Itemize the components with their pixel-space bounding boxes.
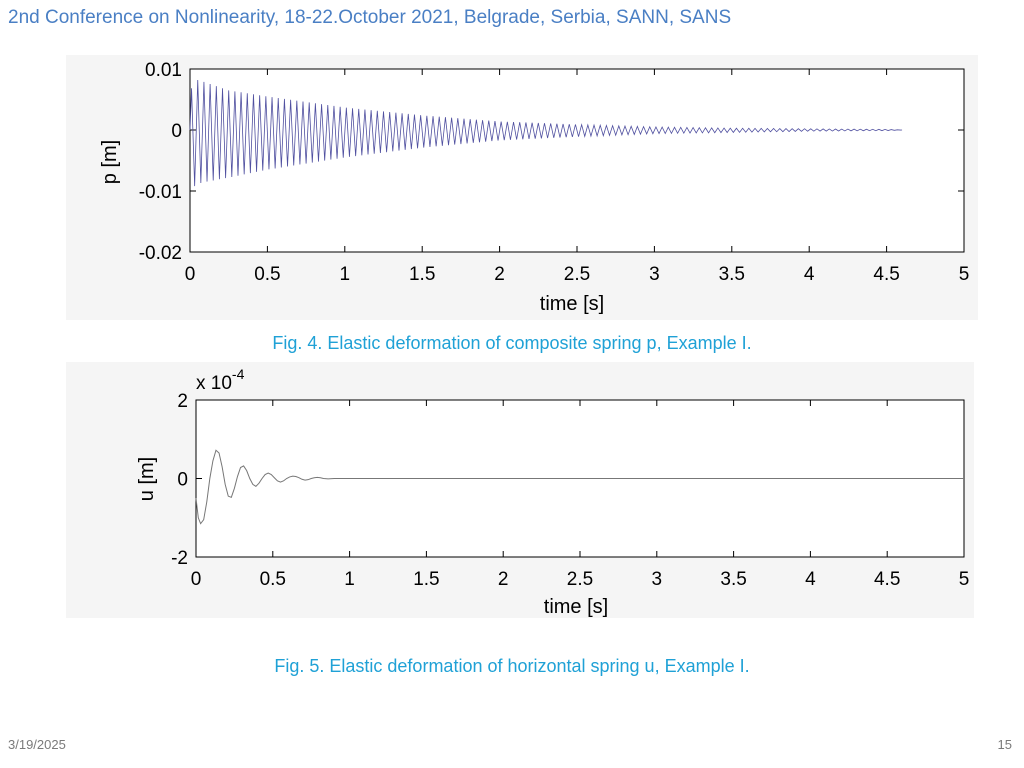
chart-u-x-ticks: 0 0.5 1 1.5 2 2.5 3 3.5 4 4.5 5 (191, 400, 970, 590)
chart-p-x-tick-label: 2 (494, 264, 505, 285)
chart-u-y-tick-label: 0 (177, 470, 188, 491)
chart-u-x-tick-label: 1.5 (413, 569, 439, 590)
chart-u-x-tick-label: 4.5 (874, 569, 900, 590)
chart-p-series-line (189, 79, 903, 187)
page-number: 15 (997, 737, 1012, 752)
chart-p-y-tick-label: 0 (171, 121, 182, 142)
chart-p-x-tick-label: 0.5 (254, 264, 280, 285)
chart-u-x-tick-label: 3 (652, 569, 663, 590)
chart-p-x-tick-label: 1 (340, 264, 351, 285)
chart-p-x-tick-label: 3 (649, 264, 660, 285)
chart-u-multiplier: x 10-4 (196, 366, 245, 394)
chart-u-y-tick-label: -2 (171, 548, 188, 569)
figure-5-caption: Fig. 5. Elastic deformation of horizonta… (274, 656, 750, 676)
chart-u-x-tick-label: 3.5 (720, 569, 746, 590)
chart-u-xlabel: time [s] (544, 596, 608, 618)
chart-u-x-tick-label: 2 (498, 569, 509, 590)
chart-u-series-line (195, 449, 964, 525)
chart-p-x-tick-label: 0 (185, 264, 196, 285)
chart-p-x-tick-label: 2.5 (564, 264, 590, 285)
chart-p-x-tick-label: 3.5 (719, 264, 745, 285)
chart-u-x-tick-label: 2.5 (567, 569, 593, 590)
chart-p-x-tick-label: 4.5 (873, 264, 899, 285)
chart-u-x-tick-label: 5 (959, 569, 970, 590)
figure-4-caption: Fig. 4. Elastic deformation of composite… (272, 333, 752, 353)
chart-p-y-ticks: 0.01 0 -0.01 -0.02 (139, 60, 964, 264)
chart-u-y-tick-label: 2 (177, 391, 188, 412)
chart-p-x-tick-label: 4 (804, 264, 815, 285)
chart-u-x-tick-label: 4 (805, 569, 816, 590)
footer-date: 3/19/2025 (8, 737, 66, 752)
chart-p: 0 0.5 1 1.5 2 2.5 3 3.5 4 4.5 5 0.01 0 -0.01 -0.02 ti… (66, 55, 978, 320)
chart-p-xlabel: time [s] (540, 293, 604, 315)
chart-p-y-tick-label: 0.01 (145, 60, 182, 81)
chart-u-x-tick-label: 0.5 (260, 569, 286, 590)
chart-u: 0 0.5 1 1.5 2 2.5 3 3.5 4 4.5 5 20-2 x 10-4 time [… (66, 362, 974, 618)
chart-p-x-tick-label: 5 (959, 264, 970, 285)
chart-u-y-ticks: 2 0 -2 (171, 391, 964, 569)
chart-u-ylabel: u [m] (136, 457, 158, 501)
chart-p-y-tick-label: -0.01 (139, 182, 182, 203)
chart-p-x-tick-label: 1.5 (409, 264, 435, 285)
chart-p-x-ticks: 0 0.5 1 1.5 2 2.5 3 3.5 4 4.5 5 (185, 69, 970, 285)
chart-u-x-tick-label: 1 (344, 569, 355, 590)
chart-p-ylabel: p [m] (99, 140, 121, 184)
chart-p-y-tick-label: -0.02 (139, 243, 182, 264)
chart-u-x-tick-label: 0 (191, 569, 202, 590)
slide-header: 2nd Conference on Nonlinearity, 18-22.Oc… (8, 7, 732, 28)
chart-p-plot-area (189, 68, 965, 253)
chart-u-multiplier-exp: -4 (232, 366, 245, 382)
